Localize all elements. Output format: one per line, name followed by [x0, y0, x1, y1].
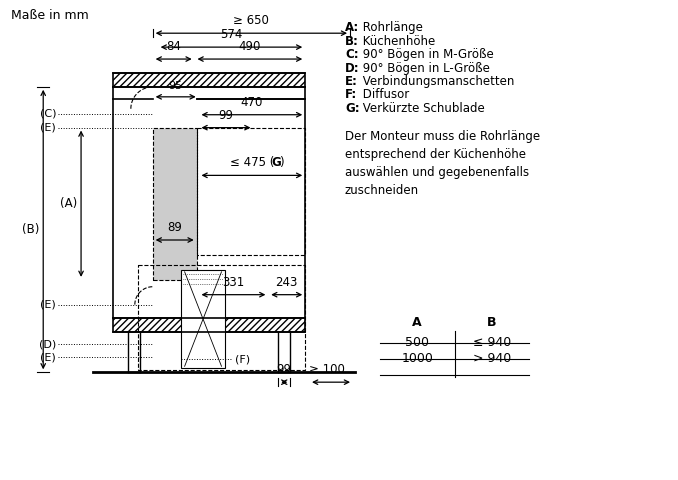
Text: (E): (E) [41, 123, 56, 132]
Text: 243: 243 [275, 276, 298, 288]
Text: A:: A: [345, 21, 359, 34]
Text: Verkürzte Schublade: Verkürzte Schublade [359, 102, 485, 115]
Bar [113, 318, 305, 333]
Text: 90° Bögen in L-Größe: 90° Bögen in L-Größe [359, 61, 490, 74]
Text: (A): (A) [60, 197, 77, 210]
Text: Verbindungsmanschetten: Verbindungsmanschetten [359, 75, 515, 88]
Text: 99: 99 [277, 363, 292, 376]
Text: A: A [412, 316, 422, 329]
Text: 89: 89 [167, 221, 182, 234]
Text: 84: 84 [166, 40, 181, 53]
Text: 95: 95 [169, 81, 183, 91]
Text: (C): (C) [40, 109, 56, 119]
Text: ≤ 475 (: ≤ 475 ( [230, 156, 274, 169]
Text: C:: C: [345, 48, 359, 61]
Text: E:: E: [345, 75, 358, 88]
Text: 90° Bögen in M-Größe: 90° Bögen in M-Größe [359, 48, 494, 61]
Bar [113, 73, 305, 87]
Text: (E): (E) [41, 300, 56, 310]
Text: > 940: > 940 [473, 352, 511, 365]
Text: 490: 490 [239, 40, 261, 53]
Text: Diffusor: Diffusor [359, 88, 409, 101]
Bar [180, 270, 226, 368]
Text: (E): (E) [41, 352, 56, 362]
Text: 1000: 1000 [401, 352, 433, 365]
Text: 500: 500 [405, 336, 429, 349]
Text: ≤ 940: ≤ 940 [473, 336, 511, 349]
Text: (F): (F) [235, 354, 251, 364]
Text: 574: 574 [220, 28, 243, 41]
Text: 331: 331 [222, 276, 245, 288]
Text: G: G [271, 156, 281, 169]
Text: F:: F: [345, 88, 357, 101]
Text: Rohrlänge: Rohrlänge [359, 21, 423, 34]
Text: ≥ 650: ≥ 650 [233, 14, 269, 27]
Text: 470: 470 [241, 96, 263, 109]
Text: Küchenhöhe: Küchenhöhe [359, 35, 435, 48]
Text: Maße in mm: Maße in mm [12, 9, 89, 23]
Text: ): ) [279, 156, 284, 169]
Text: ≥ 100: ≥ 100 [309, 363, 345, 376]
Bar [153, 128, 197, 280]
Text: B:: B: [345, 35, 359, 48]
Text: G:: G: [345, 102, 359, 115]
Text: 99: 99 [218, 108, 233, 122]
Text: (D): (D) [39, 339, 56, 349]
Text: B: B [487, 316, 496, 329]
Text: (B): (B) [22, 223, 39, 236]
Text: Der Monteur muss die Rohrlänge
entsprechend der Küchenhöhe
auswählen und gegeben: Der Monteur muss die Rohrlänge entsprech… [345, 130, 540, 197]
Text: D:: D: [345, 61, 359, 74]
